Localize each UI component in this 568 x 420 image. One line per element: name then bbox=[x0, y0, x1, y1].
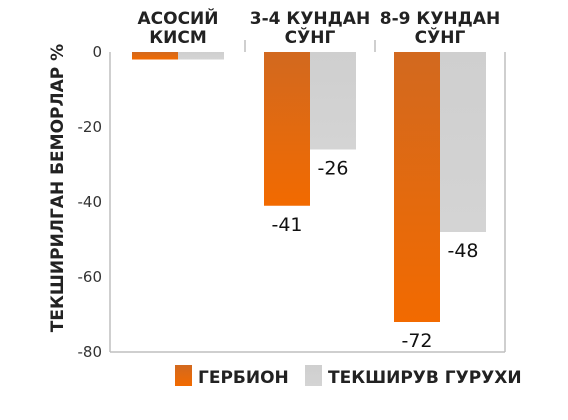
y-tick-label: -20 bbox=[78, 118, 103, 136]
category-label: СЎНГ bbox=[415, 26, 466, 48]
category-label: 8-9 КУНДАН bbox=[380, 9, 500, 29]
category-label: 3-4 КУНДАН bbox=[250, 9, 370, 29]
category-label: АСОСИЙ bbox=[137, 7, 218, 29]
bar bbox=[440, 52, 486, 232]
bar bbox=[310, 52, 356, 150]
data-label: -48 bbox=[447, 240, 478, 262]
bar bbox=[178, 52, 224, 60]
legend-swatch-gerbion bbox=[175, 365, 192, 386]
legend-label-gerbion: ГЕРБИОН bbox=[198, 368, 289, 388]
category-label: СЎНГ bbox=[285, 26, 336, 48]
bar bbox=[132, 52, 178, 60]
y-tick-label: -40 bbox=[78, 193, 103, 211]
y-tick-label: -80 bbox=[78, 343, 103, 361]
category-label: КИСМ bbox=[149, 28, 207, 48]
data-label: -72 bbox=[401, 330, 432, 352]
bar bbox=[394, 52, 440, 322]
plot-frame bbox=[109, 40, 506, 353]
y-tick-label: -60 bbox=[78, 268, 103, 286]
bar bbox=[264, 52, 310, 206]
legend: ГЕРБИОН ТЕКШИРУВ ГУРУХИ bbox=[175, 365, 522, 388]
data-label: -26 bbox=[317, 158, 348, 180]
legend-label-control-group: ТЕКШИРУВ ГУРУХИ bbox=[328, 368, 522, 388]
y-axis-label: ТЕКШИРИЛГАН БЕМОРЛАР % bbox=[48, 44, 68, 332]
legend-swatch-control-group bbox=[305, 365, 322, 386]
y-tick-label: 0 bbox=[92, 43, 102, 61]
data-label: -41 bbox=[271, 214, 302, 236]
